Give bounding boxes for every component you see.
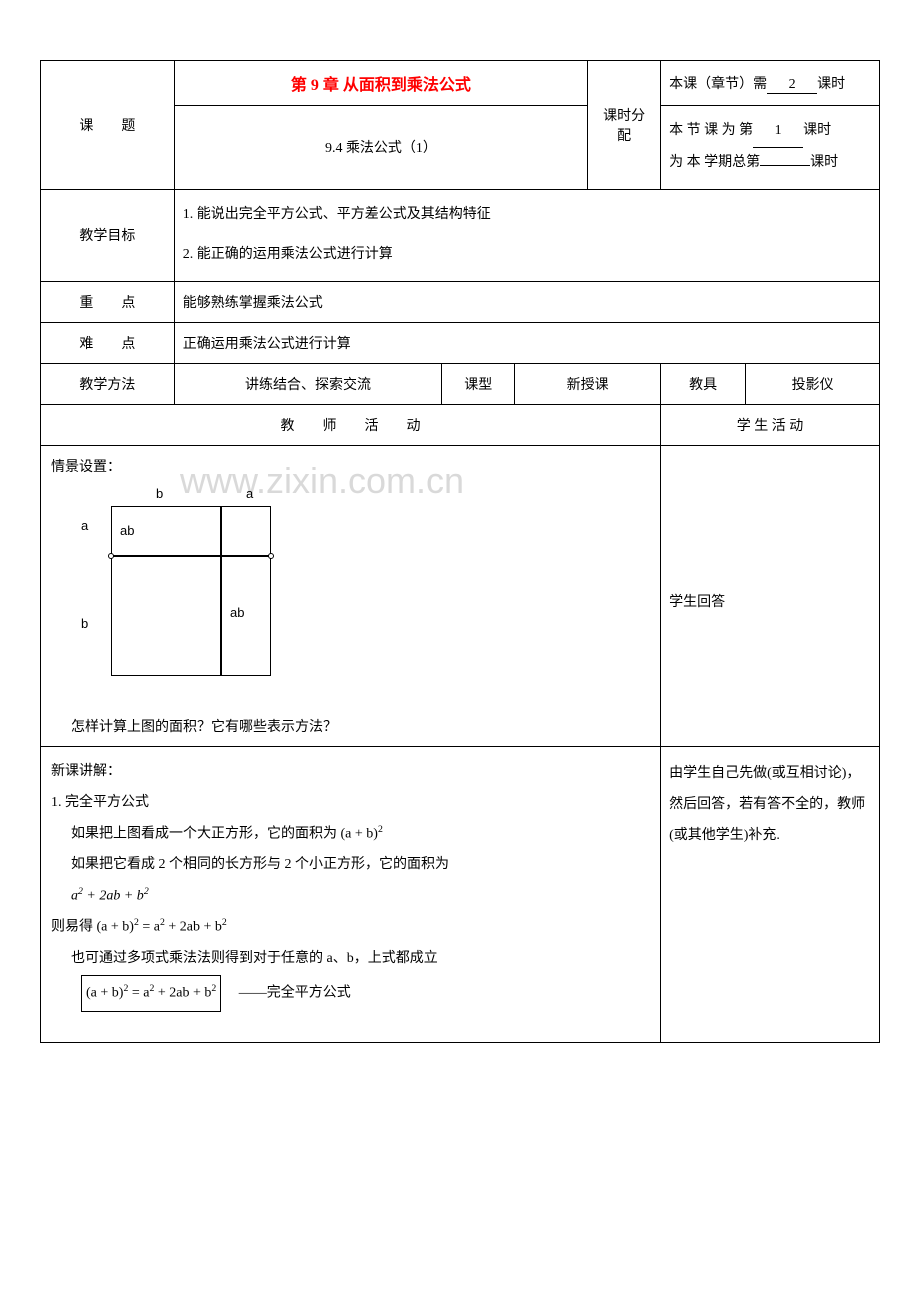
type-label: 课型	[442, 364, 515, 405]
diagram-rect-bottom-right: ab	[221, 556, 271, 676]
formula-box: (a + b)2 = a2 + 2ab + b2	[81, 975, 221, 1012]
lecture-line-3: 则易得 (a + b)2 = a2 + 2ab + b2	[51, 912, 650, 943]
key-label: 重 点	[41, 282, 175, 323]
diff-text: 正确运用乘法公式进行计算	[174, 323, 879, 364]
scene-question: 怎样计算上图的面积？它有哪些表示方法？	[71, 716, 650, 736]
diagram-label-b-top: b	[156, 486, 163, 501]
section-title: 9.4 乘法公式（1）	[174, 106, 587, 190]
diagram-label-b-left: b	[81, 616, 88, 631]
diff-label: 难 点	[41, 323, 175, 364]
topic-label: 课 题	[41, 61, 175, 190]
lecture-title: 新课讲解：	[51, 757, 650, 788]
lecture-section-1: 1. 完全平方公式	[51, 788, 650, 819]
lecture-expr-1: a2 + 2ab + b2	[51, 881, 650, 912]
lecture-line-4: 也可通过多项式乘法法则得到对于任意的 a、b，上式都成立	[51, 944, 650, 975]
lesson-info-23: 本 节 课 为 第 1 课时 为 本 学期总第 课时	[661, 106, 880, 190]
tool-label: 教具	[661, 364, 746, 405]
diagram-node-icon	[268, 553, 274, 559]
diagram-label-a-left: a	[81, 518, 88, 533]
key-text: 能够熟练掌握乘法公式	[174, 282, 879, 323]
lecture-cell: 新课讲解： 1. 完全平方公式 如果把上图看成一个大正方形，它的面积为 (a +…	[41, 747, 661, 1043]
goal-label: 教学目标	[41, 189, 175, 282]
scene-cell: 情景设置： b a a b ab ab	[41, 446, 661, 747]
lecture-line-2: 如果把它看成 2 个相同的长方形与 2 个小正方形，它的面积为	[51, 850, 650, 881]
teacher-activity-header: 教 师 活 动	[41, 405, 661, 446]
student-activity-2: 由学生自己先做(或互相讨论)，然后回答，若有答不全的，教师(或其他学生)补充.	[661, 747, 880, 1043]
goal-text: 1. 能说出完全平方公式、平方差公式及其结构特征 2. 能正确的运用乘法公式进行…	[174, 189, 879, 282]
lesson-alloc-label: 课时分配	[588, 61, 661, 190]
lecture-formula-box-line: (a + b)2 = a2 + 2ab + b2 ——完全平方公式	[51, 975, 650, 1012]
formula-suffix: ——完全平方公式	[225, 985, 351, 1000]
lesson-plan-table: 课 题 第 9 章 从面积到乘法公式 课时分配 本课（章节）需 2 课时 9.4…	[40, 60, 880, 1043]
area-diagram: b a a b ab ab	[81, 486, 301, 706]
student-activity-1: 学生回答	[661, 446, 880, 747]
type-text: 新授课	[515, 364, 661, 405]
lesson-info-1: 本课（章节）需 2 课时	[661, 61, 880, 106]
diagram-rect-top-left: ab	[111, 506, 221, 556]
diagram-rect-bottom-left	[111, 556, 221, 676]
student-activity-header: 学 生 活 动	[661, 405, 880, 446]
diagram-rect-top-right	[221, 506, 271, 556]
diagram-label-a-top: a	[246, 486, 253, 501]
scene-title: 情景设置：	[51, 456, 650, 476]
lecture-line-1: 如果把上图看成一个大正方形，它的面积为 (a + b)2	[51, 819, 650, 850]
method-text: 讲练结合、探索交流	[174, 364, 442, 405]
method-label: 教学方法	[41, 364, 175, 405]
chapter-title: 第 9 章 从面积到乘法公式	[174, 61, 587, 106]
tool-text: 投影仪	[746, 364, 880, 405]
